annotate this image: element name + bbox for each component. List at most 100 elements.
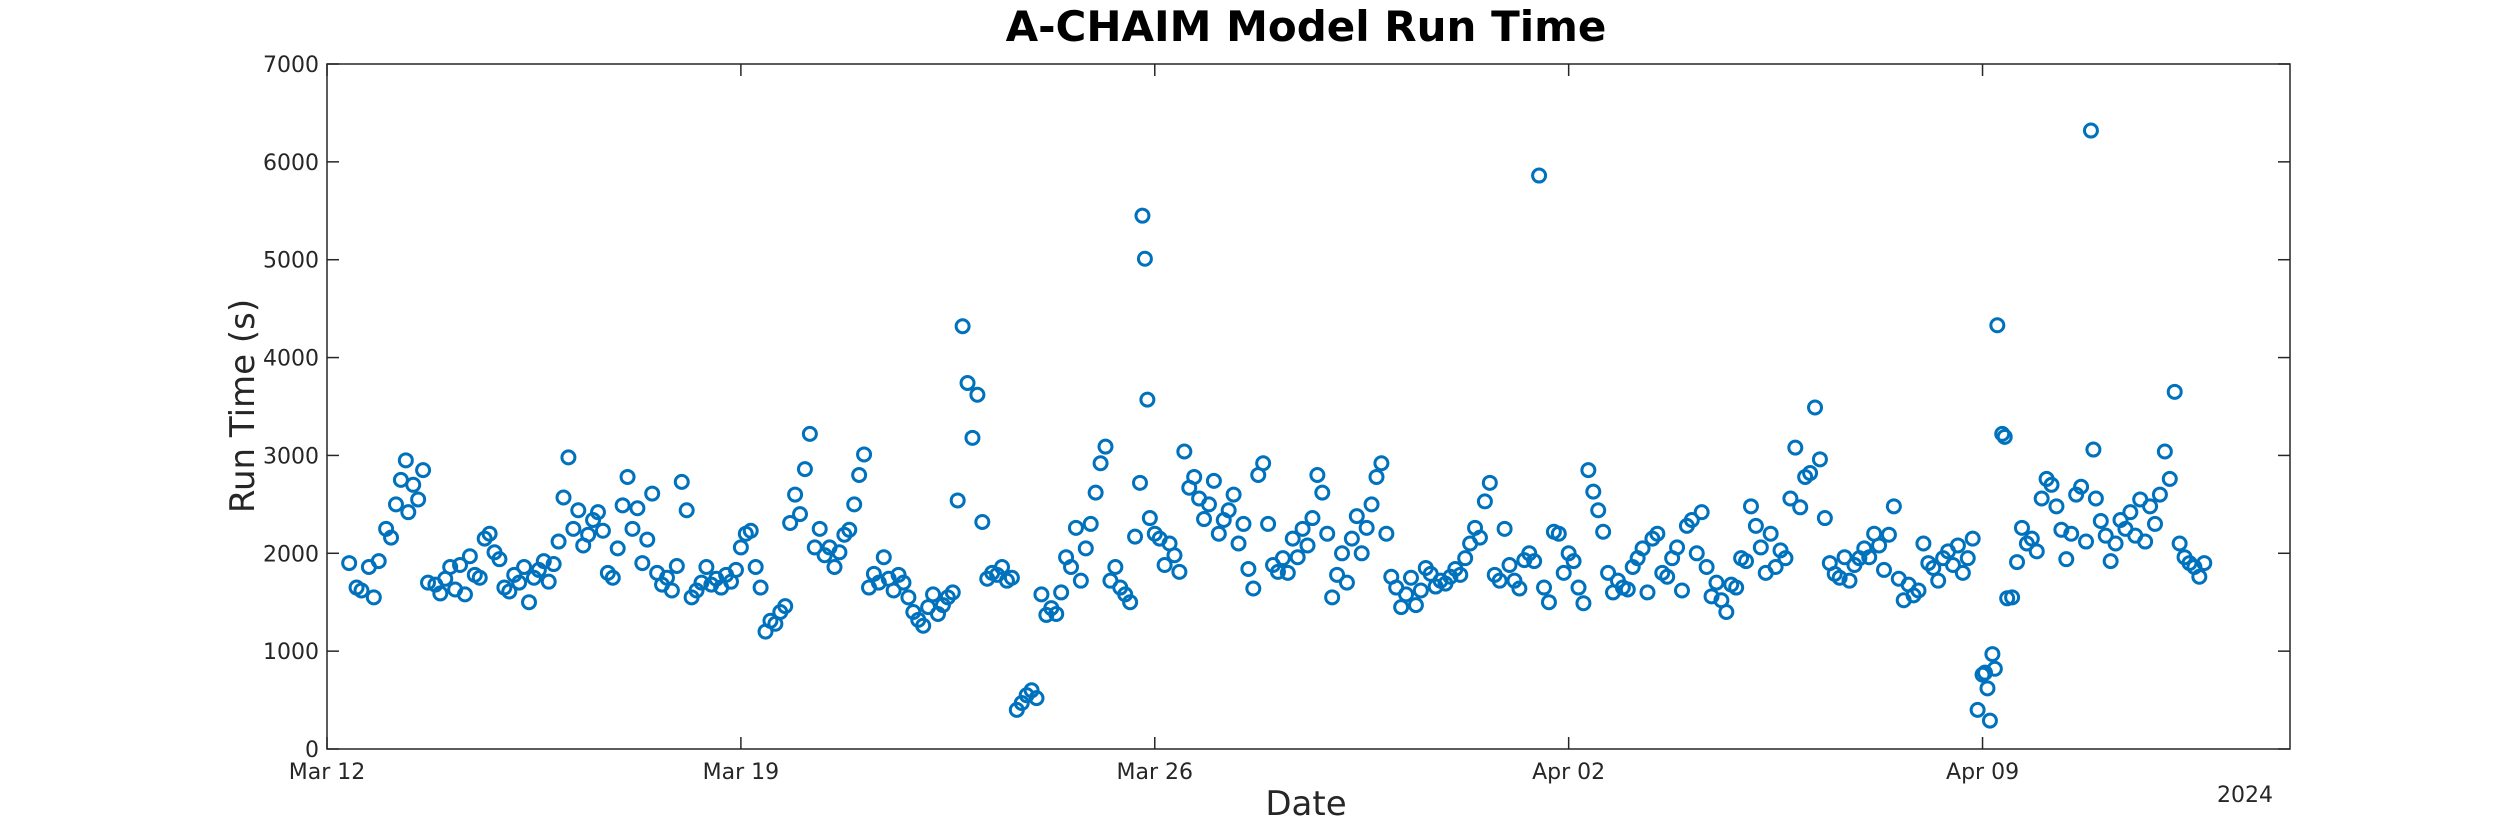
data-point: [1373, 455, 1390, 472]
data-point: [560, 449, 577, 466]
data-point: [782, 514, 799, 531]
data-point: [471, 569, 488, 586]
data-point: [1959, 550, 1976, 567]
data-point: [1398, 586, 1415, 603]
data-point: [1619, 581, 1636, 598]
data-point: [1255, 455, 1272, 472]
data-point: [1082, 515, 1099, 532]
data-point: [841, 521, 858, 538]
x-tick-label: Mar 12: [289, 760, 366, 785]
data-point: [1875, 561, 1892, 578]
data-point: [415, 462, 432, 479]
data-point: [1402, 569, 1419, 586]
data-point: [609, 540, 626, 557]
data-point: [1353, 545, 1370, 562]
y-axis-label: Run Time (s): [223, 299, 263, 513]
data-point: [1728, 579, 1745, 596]
data-point: [511, 574, 528, 591]
data-point: [2137, 533, 2154, 550]
data-point: [1186, 468, 1203, 485]
data-point: [2013, 519, 2030, 536]
y-tick-label: 3000: [263, 444, 319, 469]
data-point: [1910, 582, 1927, 599]
data-point: [1491, 572, 1508, 589]
data-point: [1831, 569, 1848, 586]
data-point: [1782, 490, 1799, 507]
data-point: [1003, 569, 1020, 586]
data-point: [826, 558, 843, 575]
data-point: [1807, 399, 1824, 416]
data-point: [1338, 574, 1355, 591]
data-point: [1245, 580, 1262, 597]
data-point: [535, 553, 552, 570]
data-point: [540, 573, 557, 590]
data-point: [2058, 551, 2075, 568]
data-point: [1166, 547, 1183, 564]
data-point: [2156, 443, 2173, 460]
data-point: [1343, 530, 1360, 547]
data-point: [698, 558, 715, 575]
data-point: [1028, 690, 1045, 707]
data-point: [1324, 589, 1341, 606]
data-point: [1363, 496, 1380, 513]
data-point: [1659, 568, 1676, 585]
data-point: [846, 496, 863, 513]
data-point: [1107, 558, 1124, 575]
data-point: [1240, 560, 1257, 577]
data-point: [1260, 515, 1277, 532]
data-point: [663, 582, 680, 599]
data-point: [1077, 540, 1094, 557]
data-point: [1131, 474, 1148, 491]
data-point: [742, 522, 759, 539]
data-point: [516, 558, 533, 575]
data-point: [2161, 470, 2178, 487]
data-point: [1200, 496, 1217, 513]
data-point: [668, 558, 685, 575]
data-point: [1309, 467, 1326, 483]
data-point: [1979, 680, 1996, 697]
data-point: [1762, 525, 1779, 542]
data-point: [614, 497, 631, 514]
data-point: [1986, 660, 2003, 677]
data-point: [1787, 439, 1804, 456]
data-point: [806, 539, 823, 556]
data-point: [875, 549, 892, 566]
data-point: [1314, 484, 1331, 501]
data-point: [1816, 510, 1833, 527]
data-point: [2196, 555, 2213, 572]
data-point: [501, 583, 518, 600]
data-point: [1738, 553, 1755, 570]
data-point: [831, 544, 848, 561]
data-point: [1570, 579, 1587, 596]
y-tick-label: 7000: [263, 53, 319, 78]
data-point: [1639, 584, 1656, 601]
data-point: [2107, 535, 2124, 552]
data-point: [1811, 451, 1828, 468]
data-point: [1718, 604, 1735, 620]
data-point: [1861, 549, 1878, 566]
data-point: [1698, 558, 1715, 575]
data-point: [1590, 502, 1607, 519]
data-point: [405, 476, 422, 493]
y-tick-label: 0: [305, 738, 319, 763]
data-point: [1841, 572, 1858, 589]
data-point: [1930, 572, 1947, 589]
data-point: [1752, 539, 1769, 556]
data-point: [1688, 545, 1705, 562]
y-tick-label: 6000: [263, 151, 319, 176]
data-point: [1885, 498, 1902, 515]
data-point: [885, 582, 902, 599]
x-tick-label: Mar 19: [703, 760, 780, 785]
data-point: [2097, 527, 2114, 544]
data-point: [1871, 537, 1888, 554]
axis-ticks: 0 1000 2000 3000 4000 5000 6000 7000 Mar 12 Mar 1…: [263, 53, 2290, 785]
data-point: [1196, 511, 1213, 528]
data-point: [900, 589, 917, 606]
y-tick-label: 1000: [263, 640, 319, 665]
data-point: [727, 561, 744, 578]
data-point: [1693, 504, 1710, 521]
data-point: [851, 467, 868, 483]
data-point: [1136, 250, 1153, 267]
data-point: [1225, 486, 1242, 503]
